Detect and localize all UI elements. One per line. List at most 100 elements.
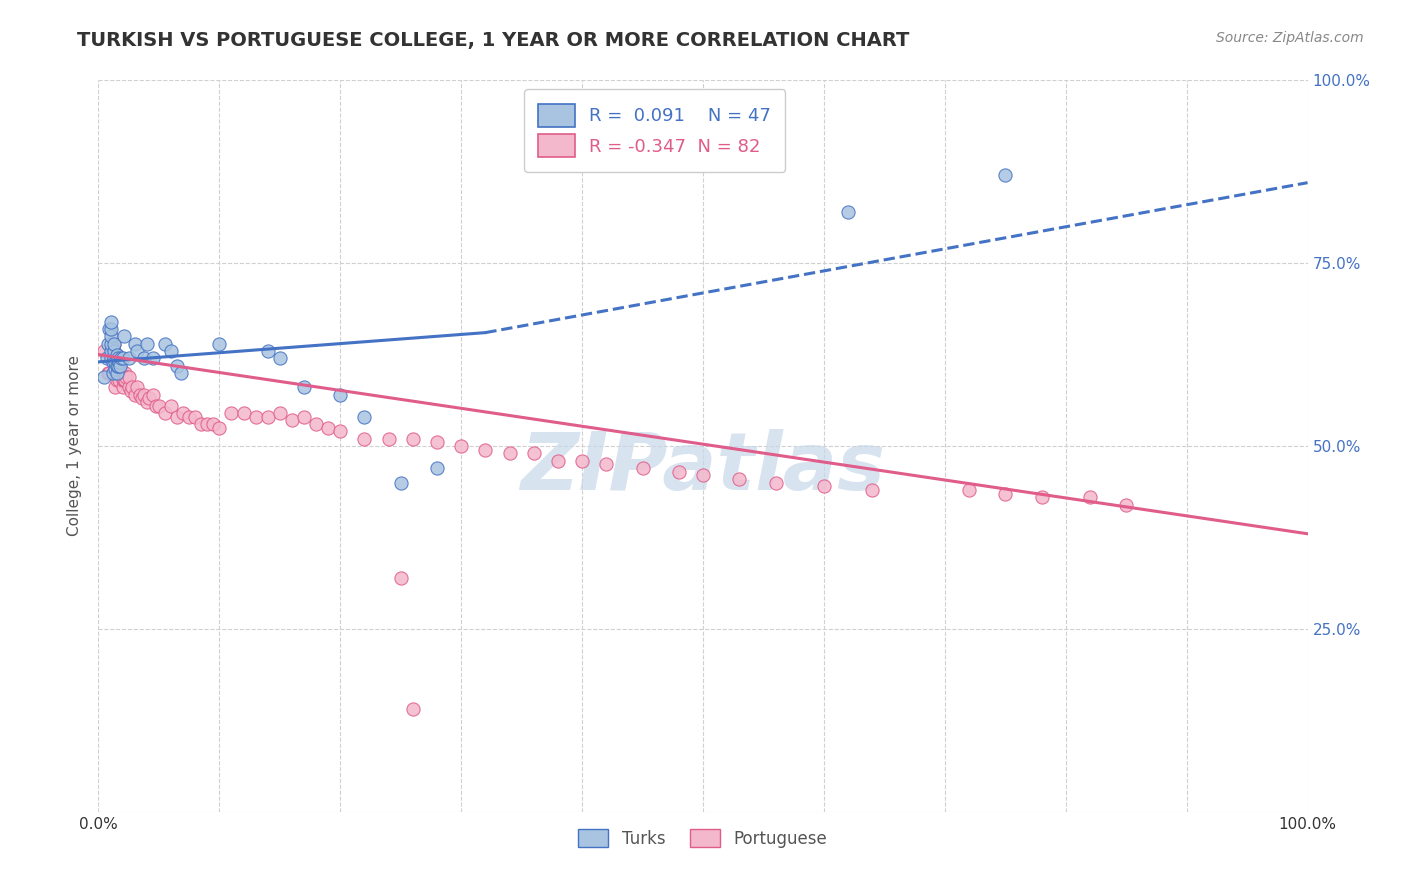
Point [166,409,188,424]
Legend: Turks, Portuguese: Turks, Portuguese [572,822,834,855]
Point [111,380,134,394]
Point [121,380,143,394]
Point [100,322,122,336]
Point [202,417,225,431]
Point [329,425,352,439]
Point [837,205,859,219]
Point [120,384,142,399]
Point [957,483,980,497]
Point [153,336,176,351]
Point [426,435,449,450]
Point [765,475,787,490]
Point [131,392,153,406]
Point [111,373,134,387]
Point [184,409,207,424]
Point [994,486,1017,500]
Point [108,373,131,387]
Point [107,366,129,380]
Point [316,421,339,435]
Point [160,399,183,413]
Point [110,362,132,376]
Point [97,336,120,351]
Point [128,388,150,402]
Point [668,465,690,479]
Point [692,468,714,483]
Point [98,322,121,336]
Point [118,380,141,394]
Point [107,359,129,373]
Point [107,351,129,366]
Point [97,366,120,380]
Point [108,366,131,380]
Point [107,359,129,373]
Point [134,388,156,402]
Point [98,366,121,380]
Point [474,442,496,457]
Point [728,472,751,486]
Point [93,369,115,384]
Point [135,395,157,409]
Point [208,421,231,435]
Point [101,351,124,366]
Text: Source: ZipAtlas.com: Source: ZipAtlas.com [1216,31,1364,45]
Point [101,366,124,380]
Point [813,479,835,493]
Point [100,315,122,329]
Point [169,366,191,380]
Point [110,351,132,366]
Point [101,355,124,369]
Point [860,483,883,497]
Point [105,347,128,362]
Point [160,343,183,358]
Point [100,351,122,366]
Point [142,388,165,402]
Point [498,446,520,460]
Point [103,351,125,366]
Point [377,432,399,446]
Point [547,453,569,467]
Point [96,351,118,366]
Text: TURKISH VS PORTUGUESE COLLEGE, 1 YEAR OR MORE CORRELATION CHART: TURKISH VS PORTUGUESE COLLEGE, 1 YEAR OR… [77,31,910,50]
Point [114,373,136,387]
Point [148,399,170,413]
Point [124,336,146,351]
Point [571,453,593,467]
Point [1078,490,1101,504]
Point [103,336,125,351]
Point [115,369,138,384]
Point [100,351,122,366]
Point [100,336,122,351]
Point [135,336,157,351]
Point [105,347,128,362]
Text: ZIPatlas: ZIPatlas [520,429,886,507]
Point [329,388,352,402]
Point [269,351,291,366]
Point [105,373,128,387]
Point [111,351,134,366]
Point [142,351,165,366]
Point [108,359,131,373]
Point [112,329,135,343]
Point [994,169,1017,183]
Point [172,406,194,420]
Point [103,343,125,358]
Y-axis label: College, 1 year or more: College, 1 year or more [67,356,83,536]
Point [93,343,115,358]
Point [100,343,122,358]
Point [100,351,122,366]
Point [353,409,375,424]
Point [389,571,412,585]
Point [101,366,124,380]
Point [112,373,135,387]
Point [595,457,617,471]
Point [292,380,315,394]
Point [105,359,128,373]
Point [100,329,122,343]
Point [166,359,188,373]
Point [256,409,278,424]
Point [245,409,267,424]
Point [281,413,304,427]
Point [523,446,546,460]
Point [127,380,149,394]
Point [114,366,136,380]
